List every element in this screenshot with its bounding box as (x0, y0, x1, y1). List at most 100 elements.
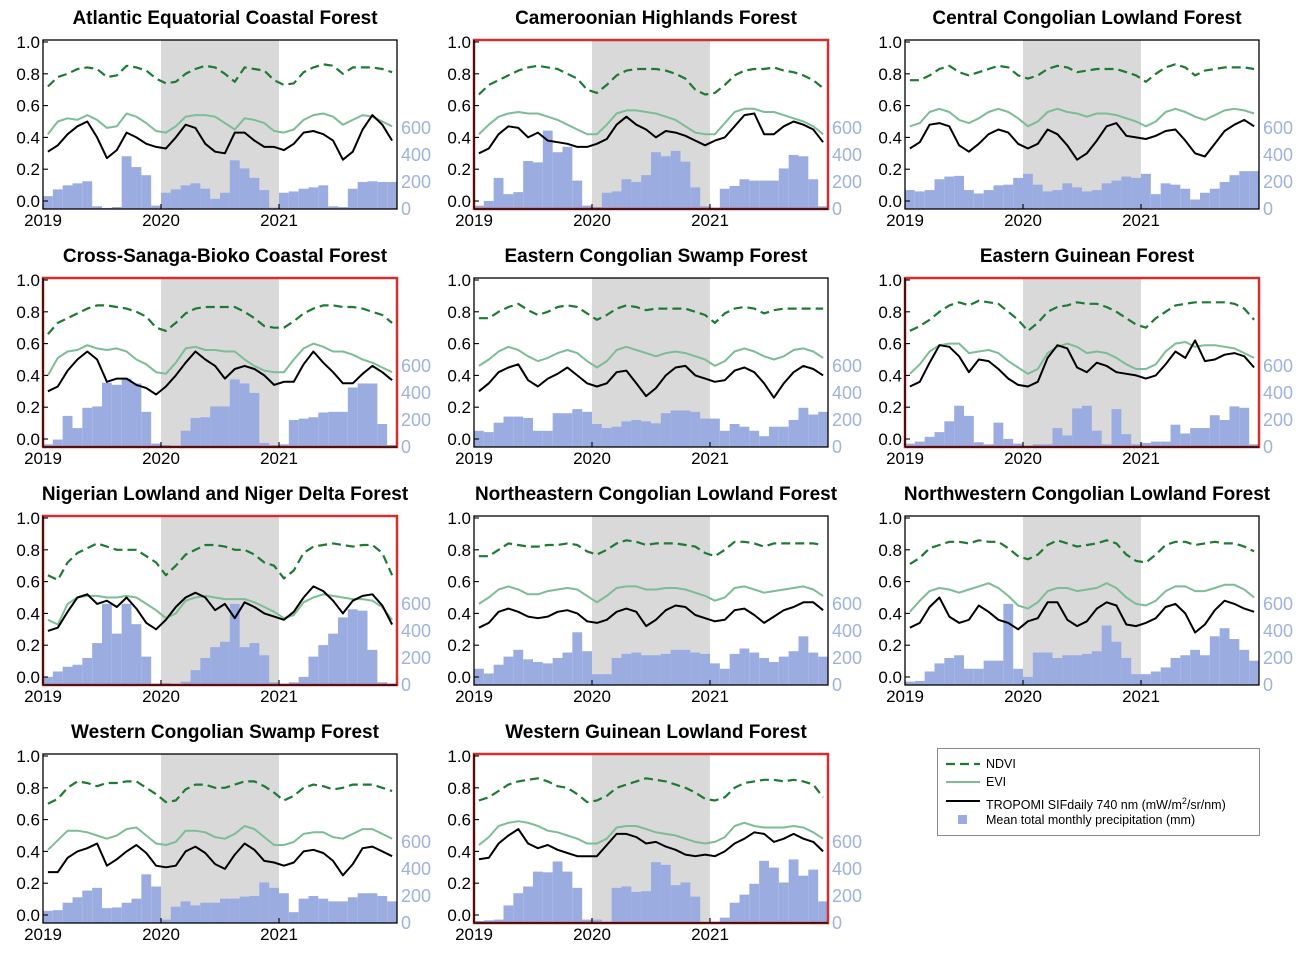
y-tick-label: 0.4 (16, 604, 40, 623)
precip-bar (1121, 657, 1132, 685)
chart-panel: Nigerian Lowland and Niger Delta Forest 0… (10, 484, 440, 719)
precip-tick-label: 200 (1263, 410, 1293, 430)
sif-line (47, 585, 393, 632)
y-tick-label: 0.8 (878, 65, 902, 84)
precip-bar (552, 657, 563, 685)
x-tick-label: 2021 (260, 687, 298, 706)
precip-tick-label: 400 (1263, 383, 1293, 403)
precip-bar (1180, 655, 1191, 685)
precip-bar (1190, 199, 1200, 209)
precip-bar (798, 875, 809, 923)
legend-ndvi-label: NDVI (986, 757, 1016, 771)
precip-bar (651, 152, 661, 209)
precip-bar (690, 411, 701, 447)
precip-bar (621, 653, 632, 685)
evi-line (478, 345, 824, 369)
y-tick-label: 0.2 (16, 398, 40, 417)
precip-bar (190, 417, 201, 447)
y-tick-label: 0.4 (447, 128, 471, 147)
chart-title: Eastern Guinean Forest (979, 246, 1195, 267)
precip-bar (1091, 430, 1102, 447)
precip-bar (621, 886, 632, 923)
precip-bar (818, 656, 828, 685)
precip-bar (778, 882, 789, 923)
shaded-year-band (161, 40, 279, 209)
precip-bar (924, 671, 935, 685)
evi-line (478, 585, 824, 605)
precip-bar (347, 897, 358, 923)
precip-bar (1023, 173, 1033, 209)
chart-panel: Cameroonian Highlands Forest 0.0 0.2 0.4 0.6… (441, 8, 871, 243)
precip-bar (43, 676, 53, 685)
precip-bar (592, 919, 602, 923)
y-tick-label: 1.0 (447, 747, 471, 766)
precip-bar (1150, 441, 1161, 447)
x-tick-label: 2019 (24, 211, 62, 230)
precip-bar (92, 887, 102, 923)
precip-bar (680, 161, 691, 209)
precip-bar (200, 188, 211, 209)
precip-bar (474, 205, 484, 209)
precip-bar (582, 411, 592, 447)
precip-bar (739, 426, 750, 447)
precip-bar (200, 657, 211, 685)
precip-bar (710, 418, 720, 447)
precip-bar (523, 417, 533, 447)
precip-bar (308, 895, 319, 923)
precip-tick-label: 200 (832, 648, 862, 668)
precip-bar (229, 603, 240, 685)
precip-bar (788, 859, 799, 923)
y-tick-label: 0.6 (878, 573, 902, 592)
x-tick-label: 2020 (573, 449, 611, 468)
precip-tick-label: 400 (401, 383, 431, 403)
precip-bar (631, 181, 642, 209)
y-tick-label: 0.0 (16, 668, 40, 687)
sif-line (478, 363, 824, 399)
precip-bar (1239, 649, 1250, 685)
precip-bar (700, 653, 710, 685)
precip-bar (210, 647, 220, 685)
y-tick-label: 0.6 (878, 335, 902, 354)
x-tick-label: 2021 (691, 687, 729, 706)
precip-bar (269, 207, 279, 209)
precip-bar (82, 407, 93, 447)
precip-bar (808, 869, 819, 923)
precip-bar (52, 671, 63, 685)
precip-bar (1003, 438, 1014, 447)
plot-frame (473, 515, 829, 686)
precip-bar (798, 636, 809, 685)
precip-bar (229, 160, 240, 209)
precip-bar (52, 910, 63, 923)
y-tick-label: 1.0 (878, 33, 902, 52)
precip-bar (279, 192, 289, 209)
precip-bar (1180, 188, 1191, 209)
chart-svg: 0.0 0.2 0.4 0.6 0.8 1.0 0 200 400 600 2019 2020 2021 (878, 271, 1293, 468)
precip-bar (759, 180, 769, 209)
precip-bar (102, 382, 112, 447)
precip-bar (1219, 419, 1230, 447)
precip-bar (62, 415, 73, 447)
y-tick-label: 0.0 (447, 430, 471, 449)
precip-bar (1023, 676, 1033, 685)
precip-bar (180, 185, 191, 209)
precip-bar (338, 617, 348, 685)
precip-tick-label: 600 (832, 118, 862, 138)
legend-precip-swatch (958, 815, 967, 824)
precip-bar (82, 890, 93, 923)
precip-tick-label: 0 (832, 913, 842, 933)
ndvi-line (478, 302, 824, 325)
precip-bar (239, 896, 250, 923)
chart-title: Cross-Sanaga-Bioko Coastal Forest (62, 246, 388, 267)
precip-bar (611, 887, 622, 923)
precip-bar (1160, 441, 1171, 447)
precip-bar (759, 436, 769, 447)
precip-bar (798, 156, 809, 209)
precip-bar (111, 206, 122, 209)
precip-bar (1219, 181, 1230, 209)
precip-bar (131, 624, 142, 685)
precip-bar (1239, 407, 1250, 447)
precip-tick-label: 200 (401, 886, 431, 906)
precip-tick-label: 600 (401, 594, 431, 614)
precip-bar (239, 647, 250, 685)
evi-line (909, 107, 1255, 128)
